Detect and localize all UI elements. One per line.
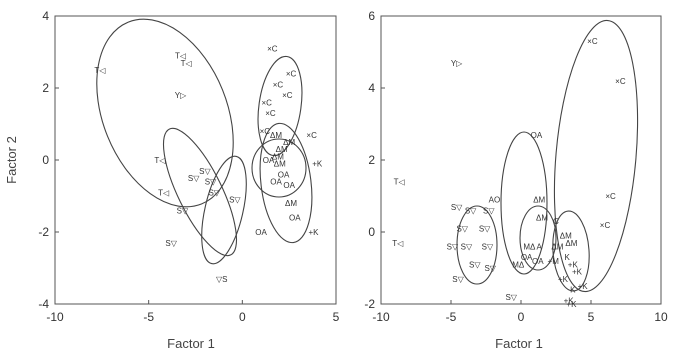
right-x-axis-label: Factor 1 (495, 336, 543, 351)
right-y-tick-label: 6 (368, 9, 375, 23)
left-data-point: T◁ (181, 59, 193, 68)
left-data-point: OA (255, 228, 267, 237)
right-data-point: S▽ (505, 293, 517, 302)
right-data-point: S▽ (484, 264, 496, 273)
right-data-point: S▽ (456, 224, 468, 233)
left-y-tick-label: -2 (38, 225, 49, 239)
right-data-point: MΔ (523, 242, 536, 251)
left-y-tick-label: 0 (42, 153, 49, 167)
left-data-point: S▽ (177, 206, 189, 215)
left-data-point: ×C (273, 80, 284, 89)
right-data-point: S▽ (451, 203, 463, 212)
right-x-tick-label: 5 (588, 310, 595, 324)
left-x-axis-label: Factor 1 (167, 336, 215, 351)
left-data-point: T◁ (94, 66, 106, 75)
left-data-point: ▽S (216, 275, 228, 284)
left-data-point: T◁ (158, 188, 170, 197)
left-data-point: ×C (306, 131, 317, 140)
right-y-tick-label: 4 (368, 81, 375, 95)
right-data-point: S▽ (461, 242, 473, 251)
left-data-point: +K (309, 228, 320, 237)
left-y-tick-label: -4 (38, 297, 49, 311)
left-data-point: OA (289, 214, 301, 223)
left-data-point: ×C (260, 127, 271, 136)
right-data-point: ×C (600, 221, 611, 230)
left-data-point: S▽ (165, 239, 177, 248)
left-points: T◁T◁T◁Y▷T◁T◁S▽S▽S▽S▽S▽S▽S▽▽S×C×C×C×C×C×C… (94, 44, 322, 283)
left-y-tick-label: 2 (42, 81, 49, 95)
left-data-point: S▽ (229, 196, 241, 205)
left-data-point: Y▷ (175, 91, 187, 100)
left-data-point: S▽ (208, 188, 220, 197)
right-data-point: MΔ (512, 260, 525, 269)
right-x-tick-label: 0 (518, 310, 525, 324)
left-data-point: ΔM (270, 131, 282, 140)
left-plot-frame (55, 16, 336, 304)
right-data-point: ΔM (533, 196, 545, 205)
right-data-point: ΔM (565, 239, 577, 248)
right-x-tick-label: -5 (446, 310, 457, 324)
right-data-point: AO (489, 196, 501, 205)
left-x-tick-label: 0 (239, 310, 246, 324)
left-ticks: -10 -5 0 5 -4 -2 0 2 4 (38, 9, 339, 324)
right-x-tick-label: 10 (654, 310, 668, 324)
left-data-point: ×C (282, 91, 293, 100)
right-ticks: -10 -5 0 5 10 -2 0 2 4 6 (364, 9, 668, 324)
right-data-point: S▽ (465, 206, 477, 215)
right-ellipses (457, 17, 648, 295)
left-data-point: +K (312, 160, 323, 169)
left-data-point: ×C (267, 44, 278, 53)
left-x-tick-label: -5 (143, 310, 154, 324)
right-data-point: S▽ (452, 275, 464, 284)
right-ellipse-c (544, 17, 647, 295)
right-y-tick-label: -2 (364, 297, 375, 311)
right-data-point: ΔM (551, 242, 563, 251)
right-data-point: S▽ (469, 260, 481, 269)
right-x-tick-label: -10 (372, 310, 390, 324)
left-x-tick-label: -10 (46, 310, 64, 324)
left-data-point: S▽ (199, 167, 211, 176)
left-data-point: T◁ (154, 156, 166, 165)
right-data-point: T◁ (392, 239, 404, 248)
right-data-point: OA (532, 257, 544, 266)
left-data-point: ΔM (274, 160, 286, 169)
left-x-tick-label: 5 (333, 310, 340, 324)
right-data-point: S▽ (482, 242, 494, 251)
right-data-point: +K (558, 275, 569, 284)
right-data-point: +K (572, 268, 583, 277)
left-data-point: ×C (286, 70, 297, 79)
right-data-point: ×C (587, 37, 598, 46)
right-data-point: +K (566, 300, 577, 309)
left-data-point: OA (270, 178, 282, 187)
right-data-point: S▽ (483, 206, 495, 215)
right-data-point: OA (531, 131, 543, 140)
right-data-point: A (537, 242, 543, 251)
right-data-point: +K (578, 282, 589, 291)
left-data-point: ×C (265, 109, 276, 118)
right-y-tick-label: 2 (368, 153, 375, 167)
right-data-point: Y▷ (451, 59, 463, 68)
right-data-point: C (553, 217, 559, 226)
right-y-tick-label: 0 (368, 225, 375, 239)
right-data-point: K (570, 286, 576, 295)
right-data-point: S▽ (479, 224, 491, 233)
left-data-point: ×C (261, 98, 272, 107)
left-y-tick-label: 4 (42, 9, 49, 23)
right-data-point: ×C (615, 77, 626, 86)
right-data-point: ΔM (536, 214, 548, 223)
right-data-point: T◁ (394, 178, 406, 187)
right-data-point: +M (548, 257, 560, 266)
left-data-point: OA (283, 181, 295, 190)
right-data-point: S▽ (447, 242, 459, 251)
right-data-point: ×C (605, 192, 616, 201)
left-data-point: ΔM (285, 199, 297, 208)
left-data-point: S▽ (205, 178, 217, 187)
left-y-axis-label: Factor 2 (4, 136, 19, 184)
